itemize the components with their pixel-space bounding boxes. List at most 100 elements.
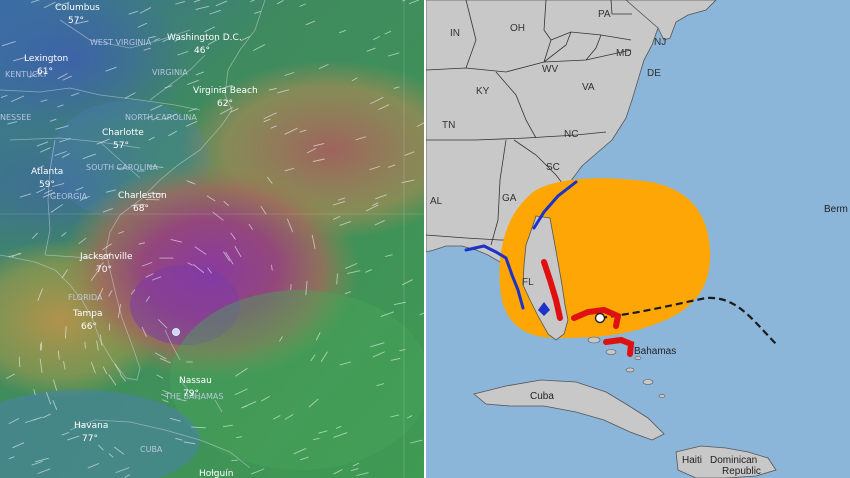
city-charlotte: Charlotte 57° (102, 128, 144, 151)
wind-streak (187, 79, 199, 85)
city-name: Lexington (24, 54, 68, 64)
place-label-dominican: Dominican (710, 455, 757, 466)
wind-streak (176, 398, 187, 402)
city-temp: 61° (37, 67, 53, 77)
wind-streak (277, 0, 284, 5)
wind-streak (380, 311, 394, 317)
wind-streak (384, 254, 393, 257)
wind-streak (305, 280, 308, 296)
wind-streak (351, 77, 358, 82)
wind-streak (152, 276, 162, 281)
hispaniola (675, 445, 777, 478)
wind-streak (408, 0, 420, 5)
wind-streak (318, 64, 329, 69)
coastline (0, 0, 266, 469)
wind-streak (263, 112, 277, 120)
wind-streak (40, 147, 51, 153)
wind-streak (185, 120, 198, 127)
wind-streak (273, 415, 281, 420)
region-label-tennessee: NESSEE (0, 113, 31, 122)
city-temp: 70° (96, 265, 112, 275)
wind-streak (416, 122, 424, 127)
wind-streak (313, 143, 325, 147)
wind-streak (19, 193, 32, 198)
region-label-north-carolina: NORTH CAROLINA (125, 113, 197, 122)
hurricane-warning-segments (541, 259, 635, 357)
storm-position-marker (594, 312, 606, 324)
wind-streak (164, 113, 178, 120)
wind-streak (114, 363, 122, 374)
wind-streak (29, 72, 40, 78)
place-label-bahamas: Bahamas (634, 346, 676, 357)
wind-streak (102, 208, 113, 213)
city-charleston: Charleston 68° (118, 191, 167, 214)
region-label-florida: FLORIDA (68, 293, 103, 302)
wind-streak (46, 391, 52, 405)
wind-streak (365, 204, 379, 212)
wind-streak (355, 136, 366, 141)
wind-streak (58, 138, 71, 143)
wind-streak (52, 183, 65, 187)
wind-streak (158, 319, 168, 329)
region-label-south-carolina: SOUTH CAROLINA (86, 163, 158, 172)
wind-streak (161, 393, 169, 398)
wind-streak (74, 20, 89, 25)
wind-streak (79, 195, 90, 201)
wind-streak (55, 125, 69, 130)
wind-streak (177, 51, 189, 56)
wind-streak (231, 459, 239, 462)
wind-streak (102, 366, 108, 374)
wind-streak (54, 151, 67, 156)
wind-streak (260, 205, 267, 215)
region-label-virginia: VIRGINIA (152, 68, 188, 77)
forecast-track-line (599, 296, 777, 345)
city-nassau: Nassau 79° (179, 376, 212, 399)
wind-streak (164, 85, 173, 89)
wind-streak (206, 195, 216, 202)
wind-streak (225, 251, 234, 265)
state-label-nj: NJ (654, 37, 666, 48)
wind-streak (299, 129, 307, 133)
storm-eye-marker (172, 328, 180, 336)
wind-streak (333, 432, 348, 438)
wind-streak (345, 263, 358, 269)
place-label-haiti: Haiti (682, 455, 702, 466)
city-name: Atlanta (31, 167, 63, 177)
wind-streak (8, 418, 20, 425)
wind-streak (113, 446, 125, 455)
wind-streak (352, 462, 360, 467)
wind-streak (261, 396, 270, 402)
wind-streak (57, 104, 64, 108)
state-label-ky: KY (476, 86, 490, 97)
wind-streak (313, 437, 320, 441)
wind-streak (401, 279, 413, 286)
wind-streak (284, 414, 294, 420)
wind-streak (271, 264, 273, 271)
wind-streak (63, 360, 66, 370)
state-label-sc: SC (546, 162, 560, 173)
wind-streak (419, 312, 424, 316)
wind-streak (402, 0, 407, 2)
city-name: Tampa (72, 309, 103, 319)
wind-streak (61, 232, 67, 237)
wind-streak (24, 418, 37, 423)
wind-streak (215, 0, 228, 7)
wind-streak (159, 357, 171, 364)
wind-streak (350, 468, 359, 472)
wind-streak (366, 47, 376, 52)
wind-streak (32, 232, 38, 239)
wind-streak (393, 86, 400, 89)
wind-streak (387, 52, 400, 57)
wind-streak (374, 220, 385, 226)
wind-streak (31, 0, 41, 3)
city-virginia-beach: Virginia Beach 62° (193, 86, 258, 109)
wind-streak (372, 351, 385, 358)
wind-streak (90, 361, 96, 374)
wind-streak (191, 426, 206, 429)
wind-streak (130, 289, 136, 295)
wind-streak (116, 167, 126, 170)
wind-streak (31, 460, 43, 466)
hurricane-forecast-map: FL (426, 0, 850, 478)
wind-streak (98, 444, 104, 451)
